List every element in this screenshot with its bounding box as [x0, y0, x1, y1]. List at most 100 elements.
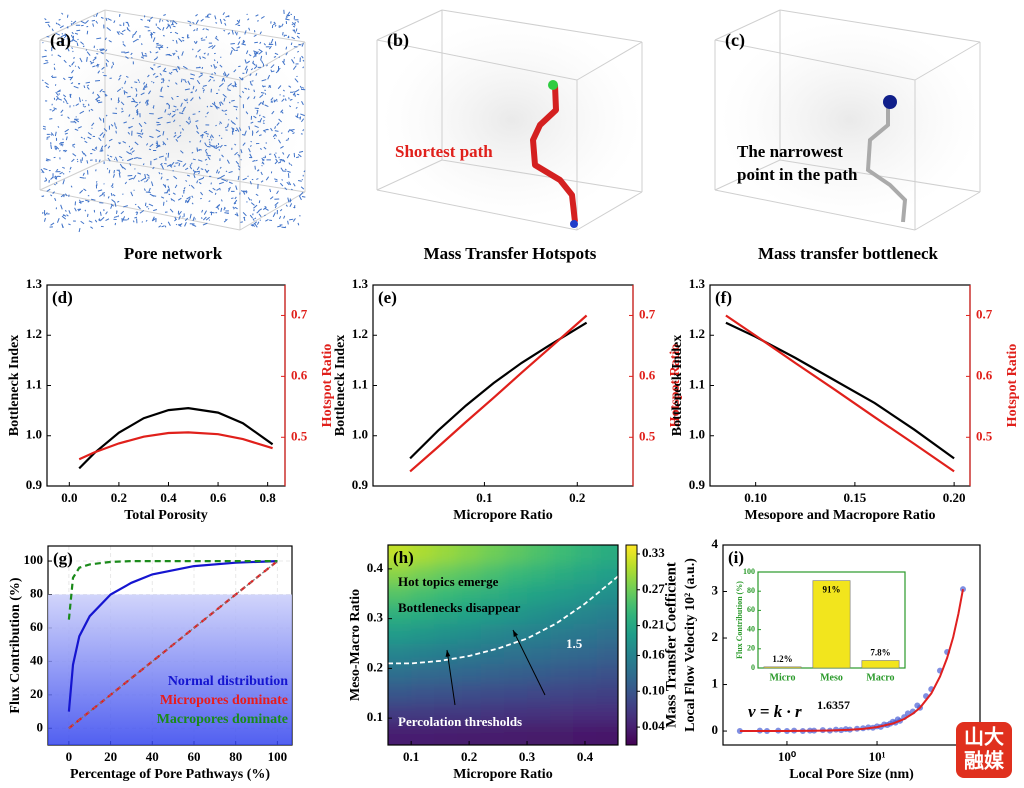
pore-segment — [129, 163, 132, 166]
pore-segment — [110, 124, 114, 127]
pore-segment — [256, 210, 260, 214]
pore-segment — [173, 175, 178, 180]
y-tick-label: 80 — [30, 585, 43, 600]
pore-segment — [205, 151, 209, 155]
heat-cell — [527, 723, 551, 745]
pore-segment — [157, 65, 161, 68]
pore-segment — [295, 28, 298, 32]
pore-segment — [55, 91, 59, 96]
pore-segment — [238, 168, 241, 171]
pore-segment — [249, 144, 252, 147]
pore-segment — [177, 197, 182, 201]
pore-segment — [244, 87, 248, 90]
pore-segment — [85, 49, 88, 51]
pore-segment — [175, 50, 178, 53]
pore-segment — [121, 29, 126, 33]
pore-segment — [45, 85, 49, 89]
pore-segment — [89, 60, 93, 64]
pore-segment — [189, 164, 192, 167]
colorbar-tick-label: 0.16 — [642, 646, 665, 661]
pore-segment — [248, 148, 251, 153]
heat-cell — [550, 603, 574, 625]
pore-segment — [60, 193, 65, 198]
heat-cell — [457, 723, 482, 745]
pore-segment — [133, 101, 138, 104]
series-line — [78, 406, 274, 470]
contour-label: 1.5 — [566, 636, 583, 651]
pore-segment — [107, 196, 110, 199]
pore-segment — [155, 51, 159, 54]
pore-segment — [228, 171, 233, 174]
y-tick-label: 1.0 — [26, 427, 42, 442]
pore-segment — [140, 129, 143, 133]
pore-segment — [178, 162, 181, 167]
pore-segment — [219, 189, 221, 191]
pore-segment — [219, 121, 223, 125]
pore-segment — [269, 196, 274, 200]
pore-segment — [224, 126, 228, 129]
pore-segment — [195, 40, 198, 44]
pore-segment — [302, 66, 305, 69]
pore-segment — [222, 12, 225, 16]
pore-segment — [287, 170, 291, 173]
pore-segment — [111, 186, 114, 188]
pore-segment — [119, 24, 122, 26]
pore-segment — [288, 162, 291, 165]
pore-segment — [248, 125, 251, 130]
pore-segment — [83, 85, 86, 89]
pore-segment — [159, 18, 161, 23]
pore-segment — [99, 193, 104, 197]
pore-segment — [143, 121, 147, 125]
pore-segment — [157, 26, 162, 31]
pore-segment — [228, 181, 233, 185]
pore-segment — [260, 91, 265, 94]
x-tick-label: 0.3 — [519, 749, 536, 764]
pore-segment — [132, 174, 137, 180]
heat-cell — [388, 703, 412, 724]
heat-cell — [457, 703, 482, 724]
pore-segment — [285, 16, 288, 19]
pore-segment — [259, 148, 263, 150]
end-node — [570, 220, 578, 228]
pore-segment — [253, 65, 258, 70]
pore-segment — [285, 204, 288, 207]
x-tick-label: 0.2 — [569, 490, 585, 505]
pore-segment — [72, 153, 77, 157]
x-tick-label: 0.6 — [210, 490, 227, 505]
pore-segment — [64, 193, 68, 197]
pore-segment — [187, 20, 192, 23]
pore-segment — [56, 95, 59, 98]
pore-segment — [297, 20, 300, 23]
pore-segment — [57, 54, 62, 58]
pore-segment — [242, 212, 247, 217]
heat-cell — [480, 723, 505, 745]
pore-segment — [128, 177, 134, 181]
heat-cell — [503, 723, 528, 745]
pore-segment — [152, 218, 156, 221]
pore-segment — [94, 56, 97, 59]
pore-segment — [62, 94, 67, 98]
heat-cell — [550, 545, 574, 565]
pore-segment — [277, 67, 281, 72]
heat-cell — [503, 583, 528, 605]
cube-edge — [239, 191, 306, 231]
pore-segment — [143, 81, 146, 85]
pore-segment — [152, 37, 156, 42]
pore-segment — [185, 179, 188, 182]
pore-segment — [227, 123, 229, 128]
heat-cell — [503, 663, 528, 684]
pore-segment — [244, 59, 247, 64]
panel-label: (i) — [728, 548, 744, 567]
pore-segment — [66, 102, 69, 105]
pore-segment — [258, 101, 262, 106]
pore-segment — [261, 79, 267, 82]
bottleneck-path — [865, 108, 908, 223]
pore-segment — [137, 205, 141, 210]
heat-cell — [388, 545, 412, 565]
y-tick-label: 0.4 — [367, 560, 384, 575]
pore-segment — [217, 176, 222, 180]
pore-segment — [231, 99, 235, 102]
pore-segment — [232, 128, 235, 133]
pore-segment — [171, 113, 176, 118]
pore-segment — [57, 98, 62, 101]
